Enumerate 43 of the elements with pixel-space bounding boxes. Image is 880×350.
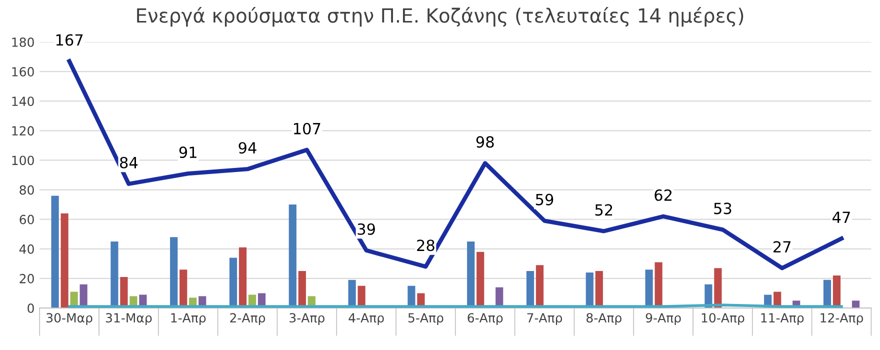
data-label: 47 — [832, 212, 850, 223]
bar — [51, 196, 59, 308]
y-tick-label: 60 — [20, 214, 34, 224]
data-label: 62 — [654, 189, 672, 201]
data-label: 39 — [358, 223, 375, 235]
chart-title: Ενεργά κρούσματα στην Π.Ε. Κοζάνης (τελευταίες 14 ημέρες) — [137, 7, 744, 27]
x-tick-label: 7-Απρ — [527, 313, 562, 325]
x-tick-label: 12-Απρ — [820, 313, 864, 325]
y-tick-label: 160 — [12, 67, 34, 76]
bar — [852, 300, 860, 308]
y-tick-label: 180 — [12, 37, 34, 47]
x-tick-label: 10-Απρ — [702, 313, 744, 325]
data-label: 84 — [120, 156, 138, 168]
x-tick-label: 9-Απρ — [646, 313, 681, 325]
data-label: 53 — [714, 202, 732, 214]
data-label: 167 — [56, 34, 83, 46]
y-tick-label: 80 — [20, 185, 34, 195]
data-label: 59 — [536, 194, 554, 206]
x-tick-label: 1-Απρ — [171, 313, 206, 325]
y-tick-label: 120 — [12, 126, 34, 136]
data-label: 52 — [595, 204, 612, 216]
data-label: 27 — [774, 241, 791, 252]
y-tick-label: 140 — [12, 96, 34, 106]
x-tick-label: 6-Απρ — [468, 313, 503, 325]
x-tick-label: 3-Απρ — [290, 313, 324, 325]
data-label: 94 — [238, 142, 256, 154]
data-label: 98 — [476, 136, 494, 148]
x-tick-label: 11-Απρ — [761, 313, 804, 325]
y-tick-label: 100 — [12, 156, 34, 166]
bar — [60, 213, 68, 308]
y-tick-label: 0 — [28, 303, 34, 313]
x-tick-label: 31-Μαρ — [106, 313, 152, 325]
x-tick-label: 4-Απρ — [348, 313, 384, 325]
data-label: 28 — [417, 240, 434, 252]
y-tick-label: 20 — [20, 274, 34, 284]
x-tick-label: 8-Απρ — [586, 313, 622, 325]
data-label: 107 — [294, 122, 320, 134]
bar — [714, 268, 722, 308]
y-tick-label: 40 — [19, 244, 34, 254]
data-label: 91 — [179, 146, 196, 158]
x-tick-label: 30-Μαρ — [46, 313, 92, 325]
x-tick-label: 5-Απρ — [408, 313, 444, 325]
x-tick-label: 2-Απρ — [230, 313, 266, 325]
